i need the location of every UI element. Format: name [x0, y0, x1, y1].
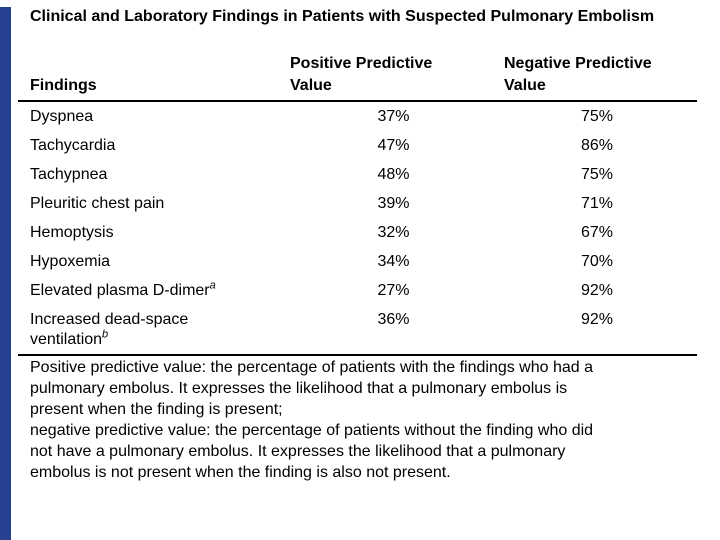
table-header: Findings Positive Predictive Value Negat… — [18, 45, 697, 102]
finding-cell: Tachycardia — [18, 131, 290, 160]
positive-predictive-value-cell: 39% — [377, 195, 410, 212]
finding-label: Tachycardia — [30, 137, 116, 154]
finding-cell: Tachypnea — [18, 160, 290, 189]
footnote-line: pulmonary embolus. It expresses the like… — [30, 380, 568, 397]
table-row: Tachycardia 47% 86% — [18, 131, 697, 160]
column-header-npv-label: Negative Predictive Value — [504, 55, 652, 94]
negative-predictive-value-cell: 71% — [580, 195, 614, 212]
finding-label: Tachypnea — [30, 166, 108, 183]
negative-predictive-value-cell: 67% — [580, 224, 614, 241]
finding-cell: Increased dead-space ventilationb — [18, 305, 290, 356]
column-header-negative-predictive-value: Negative Predictive Value — [497, 45, 697, 102]
negative-predictive-value-cell: 75% — [580, 108, 614, 125]
positive-predictive-value-cell: 37% — [377, 108, 410, 125]
negative-predictive-value-cell: 92% — [497, 305, 697, 356]
finding-cell: Hemoptysis — [18, 218, 290, 247]
table-row: Tachypnea 48% 75% — [18, 160, 697, 189]
column-header-findings: Findings — [18, 45, 290, 102]
column-header-findings-label: Findings — [30, 77, 97, 94]
table-row: Dyspnea 37% 75% — [18, 101, 697, 131]
table-body: Dyspnea 37% 75% Tachycardia 47% 86% Tach… — [18, 101, 697, 356]
negative-predictive-value-cell: 75% — [580, 166, 614, 183]
footnote-line: negative predictive value: the percentag… — [30, 422, 594, 439]
finding-label: Hemoptysis — [30, 224, 114, 241]
findings-table: Findings Positive Predictive Value Negat… — [18, 45, 697, 356]
positive-predictive-value-cell: 32% — [377, 224, 410, 241]
negative-predictive-value-cell: 86% — [580, 137, 614, 154]
finding-cell: Hypoxemia — [18, 247, 290, 276]
footnote-line: not have a pulmonary embolus. It express… — [30, 443, 566, 460]
left-accent-bar — [0, 7, 11, 540]
positive-predictive-value-cell: 47% — [377, 137, 410, 154]
positive-predictive-value-cell: 34% — [377, 253, 410, 270]
finding-cell: Dyspnea — [18, 101, 290, 131]
finding-label: Elevated plasma D-dimer — [30, 282, 210, 299]
footnote-line: embolus is not present when the finding … — [30, 464, 451, 481]
slide-title: Clinical and Laboratory Findings in Pati… — [30, 8, 655, 25]
table-row: Pleuritic chest pain 39% 71% — [18, 189, 697, 218]
header-row: Findings Positive Predictive Value Negat… — [18, 45, 697, 102]
column-header-ppv-label: Positive Predictive Value — [290, 55, 433, 94]
footnote-line: present when the finding is present; — [30, 401, 283, 418]
finding-label: Dyspnea — [30, 108, 94, 125]
table-row: Increased dead-space ventilationb 36% 92… — [18, 305, 697, 356]
positive-predictive-value-cell: 48% — [377, 166, 410, 183]
positive-predictive-value-cell: 36% — [290, 305, 497, 356]
column-header-positive-predictive-value: Positive Predictive Value — [290, 45, 497, 102]
table-row: Hypoxemia 34% 70% — [18, 247, 697, 276]
finding-label: Pleuritic chest pain — [30, 195, 165, 212]
finding-cell: Elevated plasma D-dimera — [18, 276, 290, 305]
footnote-line: Positive predictive value: the percentag… — [30, 359, 594, 376]
finding-label: Hypoxemia — [30, 253, 111, 270]
positive-predictive-value-cell: 27% — [377, 282, 410, 299]
negative-predictive-value-cell: 92% — [580, 282, 614, 299]
negative-predictive-value-cell: 70% — [580, 253, 614, 270]
table-row: Elevated plasma D-dimera 27% 92% — [18, 276, 697, 305]
footnote-marker: a — [209, 279, 216, 292]
finding-cell: Pleuritic chest pain — [18, 189, 290, 218]
footnote-marker: b — [102, 328, 109, 341]
finding-label: Increased dead-space ventilation — [30, 311, 189, 348]
table-row: Hemoptysis 32% 67% — [18, 218, 697, 247]
footnote: Positive predictive value: the percentag… — [30, 357, 700, 483]
